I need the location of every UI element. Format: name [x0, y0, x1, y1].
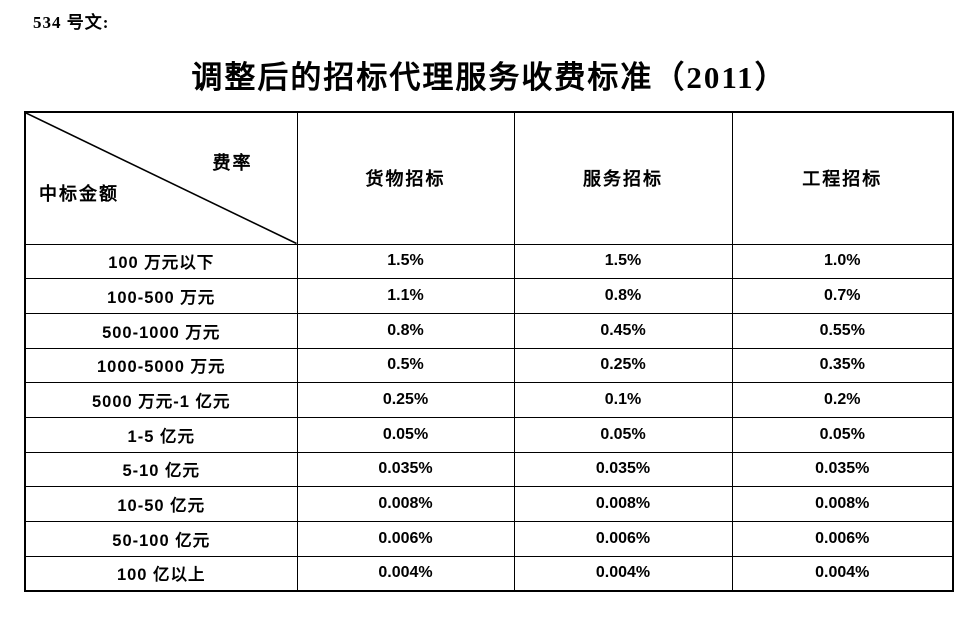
table-row: 10-50 亿元 0.008% 0.008% 0.008% — [24, 486, 954, 522]
fee-cell: 0.8% — [296, 312, 515, 349]
corner-label-rate: 费率 — [212, 153, 253, 173]
row-label: 500-1000 万元 — [24, 312, 298, 349]
fee-cell: 0.035% — [296, 451, 515, 488]
fee-cell: 1.1% — [296, 278, 515, 314]
table-row: 5000 万元-1 亿元 0.25% 0.1% 0.2% — [24, 382, 954, 418]
table-row: 100 万元以下 1.5% 1.5% 1.0% — [24, 243, 954, 280]
fee-cell: 0.006% — [296, 521, 515, 557]
fee-cell: 0.35% — [731, 347, 954, 384]
fee-table: 费率 中标金额 货物招标 服务招标 工程招标 100 万元以下 1.5% 1.5… — [24, 111, 954, 592]
row-label: 100 万元以下 — [24, 243, 298, 280]
row-label: 5000 万元-1 亿元 — [24, 382, 298, 418]
diagonal-divider-line — [26, 113, 297, 244]
fee-cell: 0.035% — [513, 451, 733, 488]
table-row: 50-100 亿元 0.006% 0.006% 0.006% — [24, 521, 954, 557]
table-row: 1-5 亿元 0.05% 0.05% 0.05% — [24, 416, 954, 453]
fee-cell: 0.25% — [513, 347, 733, 384]
fee-cell: 0.8% — [513, 278, 733, 314]
row-label: 10-50 亿元 — [24, 486, 298, 522]
fee-table-body: 100 万元以下 1.5% 1.5% 1.0% 100-500 万元 1.1% … — [24, 243, 954, 592]
corner-header-cell: 费率 中标金额 — [24, 111, 298, 245]
row-label: 100-500 万元 — [24, 278, 298, 314]
fee-cell: 0.05% — [731, 416, 954, 453]
doc-number-label: 534 号文: — [33, 13, 110, 32]
fee-cell: 0.45% — [513, 312, 733, 349]
fee-cell: 1.5% — [296, 243, 515, 280]
table-row: 5-10 亿元 0.035% 0.035% 0.035% — [24, 451, 954, 488]
fee-cell: 1.5% — [513, 243, 733, 280]
fee-cell: 0.008% — [513, 486, 733, 522]
row-label: 50-100 亿元 — [24, 521, 298, 557]
table-row: 500-1000 万元 0.8% 0.45% 0.55% — [24, 312, 954, 349]
corner-label-bid-amount: 中标金额 — [39, 184, 119, 204]
row-label: 100 亿以上 — [24, 555, 298, 592]
fee-cell: 0.004% — [731, 555, 954, 592]
fee-cell: 0.7% — [731, 278, 954, 314]
column-header-service-bidding: 服务招标 — [513, 111, 733, 245]
fee-cell: 0.5% — [296, 347, 515, 384]
header-row: 费率 中标金额 货物招标 服务招标 工程招标 — [24, 111, 954, 245]
fee-cell: 0.004% — [513, 555, 733, 592]
fee-cell: 0.1% — [513, 382, 733, 418]
fee-cell: 0.2% — [731, 382, 954, 418]
fee-cell: 0.006% — [731, 521, 954, 557]
fee-cell: 0.25% — [296, 382, 515, 418]
fee-cell: 0.004% — [296, 555, 515, 592]
fee-cell: 0.008% — [296, 486, 515, 522]
fee-cell: 0.008% — [731, 486, 954, 522]
row-label: 1-5 亿元 — [24, 416, 298, 453]
fee-cell: 0.05% — [513, 416, 733, 453]
fee-cell: 0.035% — [731, 451, 954, 488]
table-row: 100-500 万元 1.1% 0.8% 0.7% — [24, 278, 954, 314]
fee-cell: 0.05% — [296, 416, 515, 453]
row-label: 1000-5000 万元 — [24, 347, 298, 384]
column-header-goods-bidding: 货物招标 — [296, 111, 515, 245]
fee-cell: 0.55% — [731, 312, 954, 349]
page-title: 调整后的招标代理服务收费标准（2011） — [191, 60, 788, 95]
table-row: 100 亿以上 0.004% 0.004% 0.004% — [24, 555, 954, 592]
column-header-engineering-bidding: 工程招标 — [731, 111, 954, 245]
fee-cell: 0.006% — [513, 521, 733, 557]
row-label: 5-10 亿元 — [24, 451, 298, 488]
fee-cell: 1.0% — [731, 243, 954, 280]
table-row: 1000-5000 万元 0.5% 0.25% 0.35% — [24, 347, 954, 384]
